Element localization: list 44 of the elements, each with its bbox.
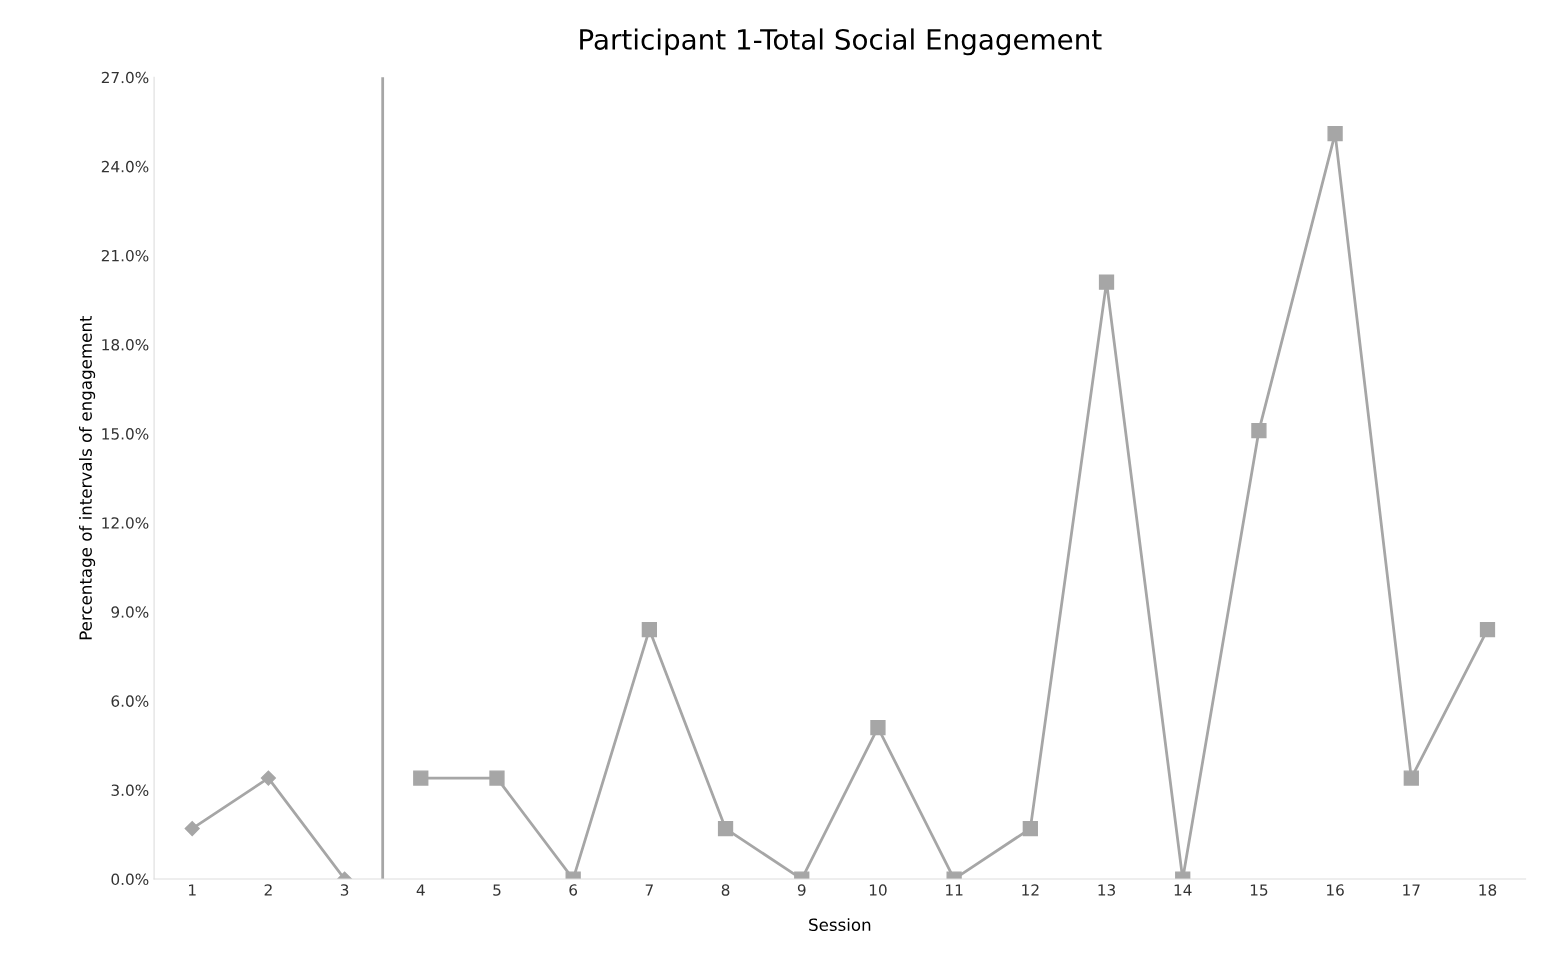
x-tick-label: 9 [797,884,806,896]
x-tick-label: 5 [493,884,501,896]
y-tick-label: 24.0% [101,160,149,173]
point [1403,770,1419,786]
x-axis-title: Session [809,918,871,932]
x-tick-label: 16 [1327,884,1344,896]
x-tick-label: 6 [569,884,578,896]
y-tick-label: 27.0% [101,71,149,84]
point [641,621,657,638]
x-tick-label: 8 [721,884,730,896]
x-tick-label: 2 [264,884,272,896]
y-tick-label: 6.0% [111,695,149,707]
point [1098,274,1115,290]
point [1327,126,1343,142]
x-tick-label: 15 [1250,884,1268,896]
x-tick-label: 13 [1098,884,1116,896]
x-tick-label: 7 [645,884,653,896]
x-tick-label: 12 [1022,884,1039,896]
y-tick-label: 0.0% [111,873,149,886]
x-tick-label: 17 [1403,884,1420,896]
point [413,770,429,786]
point [1479,621,1496,638]
y-tick-label: 15.0% [102,428,149,440]
x-tick-label: 1 [189,884,196,896]
point [184,821,200,837]
y-tick-label: 18.0% [102,339,149,351]
point [489,770,505,786]
x-tick-label: 18 [1479,884,1497,896]
x-tick-label: 3 [340,884,349,896]
x-tick-label: 10 [869,884,887,896]
y-tick-label: 21.0% [101,249,149,262]
x-tick-label: 4 [416,884,425,896]
point [1251,423,1267,439]
point [870,719,886,736]
y-tick-label: 9.0% [111,606,149,618]
y-axis-title: Percentage of intervals of engagement [79,315,96,640]
y-tick-label: 3.0% [111,784,149,796]
x-tick-label: 11 [946,884,963,896]
y-tick-label: 12.0% [102,517,149,529]
point [717,820,734,837]
x-tick-label: 14 [1174,884,1192,896]
chart-title: Participant 1-Total Social Engagement [580,28,1102,56]
point [1022,820,1038,837]
point [260,770,276,786]
